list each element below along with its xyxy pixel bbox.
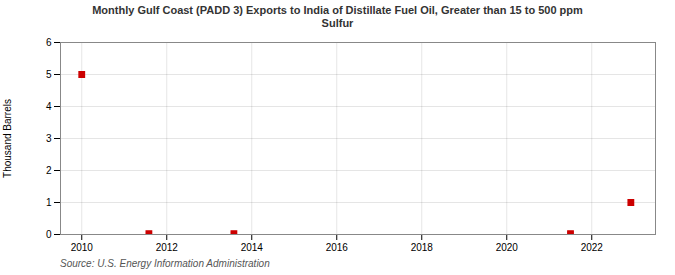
svg-text:2022: 2022 <box>581 242 604 253</box>
svg-text:3: 3 <box>46 133 52 144</box>
html-text:Source: U.S. Energy Informatio: Source: U.S. Energy Information Administ… <box>60 258 270 270</box>
svg-text:2014: 2014 <box>241 242 264 253</box>
svg-text:Thousand Barrels: Thousand Barrels <box>2 99 13 178</box>
svg-text:0: 0 <box>46 229 52 240</box>
svg-text:2020: 2020 <box>496 242 519 253</box>
svg-text:2012: 2012 <box>156 242 179 253</box>
svg-text:6: 6 <box>46 37 52 48</box>
svg-text:2018: 2018 <box>411 242 434 253</box>
svg-text:4: 4 <box>46 101 52 112</box>
svg-text:2: 2 <box>46 165 52 176</box>
svg-text:2016: 2016 <box>326 242 349 253</box>
svg-text:2010: 2010 <box>71 242 94 253</box>
svg-text:5: 5 <box>46 69 52 80</box>
html-text:Monthly Gulf Coast (PADD 3) Ex: Monthly Gulf Coast (PADD 3) Exports to I… <box>92 4 583 30</box>
svg-text:1: 1 <box>46 197 52 208</box>
